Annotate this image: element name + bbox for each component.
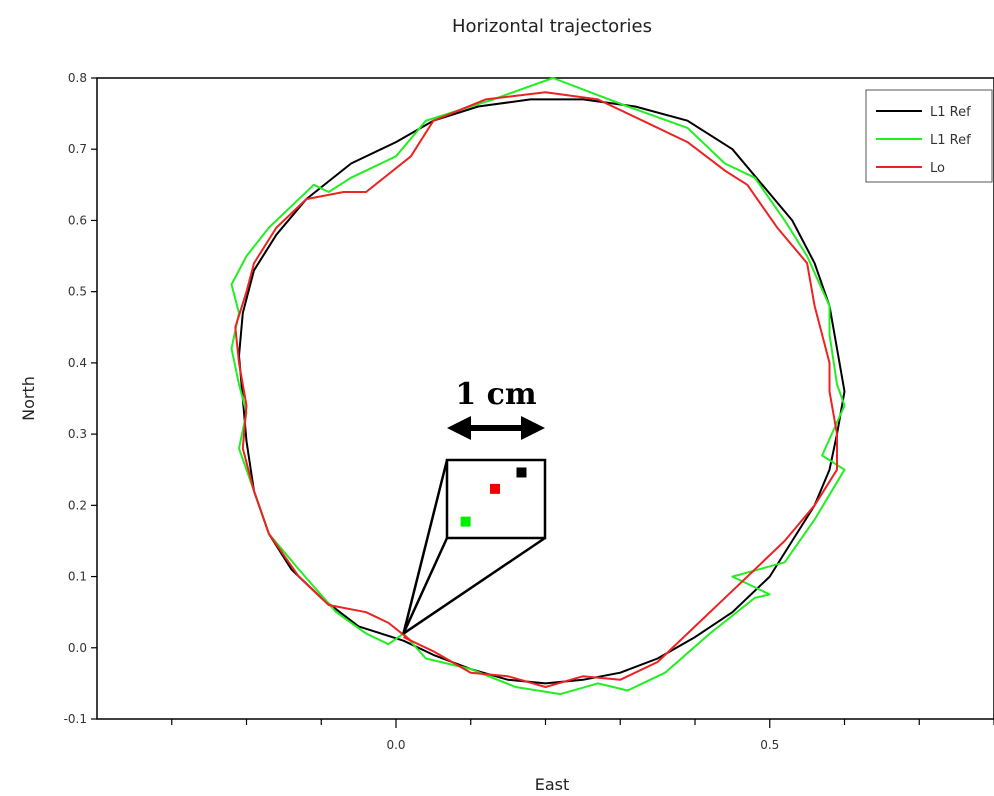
- inset-zoom: 1 cm: [402, 377, 547, 635]
- y-tick-label: 0.5: [68, 285, 87, 299]
- x-tick-label: 0.5: [760, 738, 779, 752]
- y-tick-label: 0.2: [68, 498, 87, 512]
- y-tick-label: 0.3: [68, 427, 87, 441]
- inset-leader-line: [402, 537, 449, 635]
- series-line-2: [234, 91, 838, 688]
- inset-leader-line: [402, 459, 449, 634]
- x-axis-title: East: [535, 775, 570, 794]
- y-tick-label: -0.1: [64, 712, 87, 726]
- y-axis-title: North: [19, 376, 38, 421]
- x-tick-label: 0.0: [386, 738, 405, 752]
- inset-leader-line: [402, 536, 546, 635]
- legend-label: L1 Ref: [930, 133, 971, 148]
- legend: L1 Ref L1 Ref Lo: [865, 89, 993, 183]
- y-tick-label: 0.6: [68, 213, 87, 227]
- y-tick-label: 0.4: [68, 356, 87, 370]
- inset-marker: [490, 483, 501, 494]
- y-tick-label: 0.8: [68, 71, 87, 85]
- y-tick-label: 0.7: [68, 142, 87, 156]
- inset-marker: [460, 516, 471, 527]
- chart-title: Horizontal trajectories: [452, 16, 652, 37]
- series-layer: [230, 77, 846, 696]
- inset-marker: [516, 467, 527, 478]
- y-axis: -0.1 0.0 0.1 0.2 0.3 0.4 0.5 0.6 0.7 0.8: [64, 71, 97, 726]
- scale-arrow-right-head: [521, 416, 545, 440]
- scale-arrow-left-head: [447, 416, 471, 440]
- legend-label: Lo: [930, 161, 945, 176]
- legend-box: [865, 89, 993, 183]
- x-axis: 0.0 0.5: [171, 719, 994, 752]
- legend-label: L1 Ref: [930, 105, 971, 120]
- scale-label: 1 cm: [455, 377, 537, 412]
- y-tick-label: 0.0: [68, 641, 87, 655]
- y-tick-label: 0.1: [68, 570, 87, 584]
